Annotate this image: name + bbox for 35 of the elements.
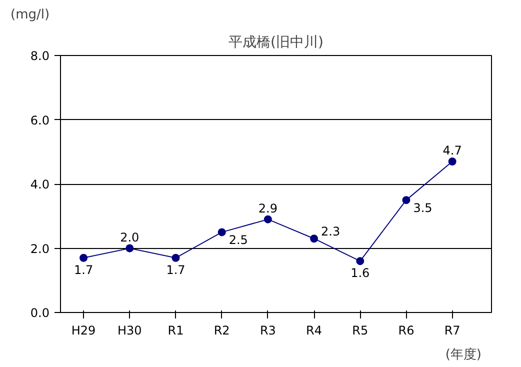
point	[448, 158, 456, 166]
point	[218, 228, 226, 236]
x-axis-title: (年度)	[445, 346, 482, 362]
x-tick-label: R3	[260, 324, 276, 338]
y-tick-label: 4.0	[30, 178, 50, 192]
y-tick-label: 0.0	[30, 306, 50, 320]
chart-title: 平成橋(旧中川)	[228, 34, 324, 50]
x-tick-label: H30	[118, 324, 142, 338]
data-label: 2.5	[228, 233, 248, 248]
data-label: 3.5	[413, 201, 432, 216]
point	[172, 254, 180, 262]
x-tick-label: H29	[71, 324, 96, 338]
x-tick-label: R6	[398, 324, 414, 338]
point	[402, 196, 410, 204]
point	[80, 254, 88, 262]
x-tick-label: R7	[444, 324, 460, 338]
point	[126, 244, 134, 252]
point	[356, 257, 364, 266]
y-tick-label: 8.0	[30, 49, 50, 63]
x-tick-label: R2	[214, 324, 230, 338]
x-tick-label: R4	[306, 324, 322, 338]
data-label: 2.3	[321, 224, 340, 239]
point	[264, 215, 272, 224]
x-tick-label: R1	[168, 324, 184, 338]
x-tick-label: R5	[352, 324, 368, 338]
data-label: 1.7	[166, 262, 186, 277]
data-label: 2.9	[258, 201, 278, 216]
y-tick-label: 6.0	[30, 113, 50, 128]
data-label: 2.0	[120, 230, 140, 244]
data-label: 4.7	[442, 144, 462, 158]
y-tick-label: 2.0	[30, 242, 50, 256]
y-axis-title: (mg/l)	[10, 8, 50, 22]
data-label: 1.7	[74, 262, 94, 277]
point	[310, 234, 318, 243]
data-label: 1.6	[350, 266, 370, 280]
